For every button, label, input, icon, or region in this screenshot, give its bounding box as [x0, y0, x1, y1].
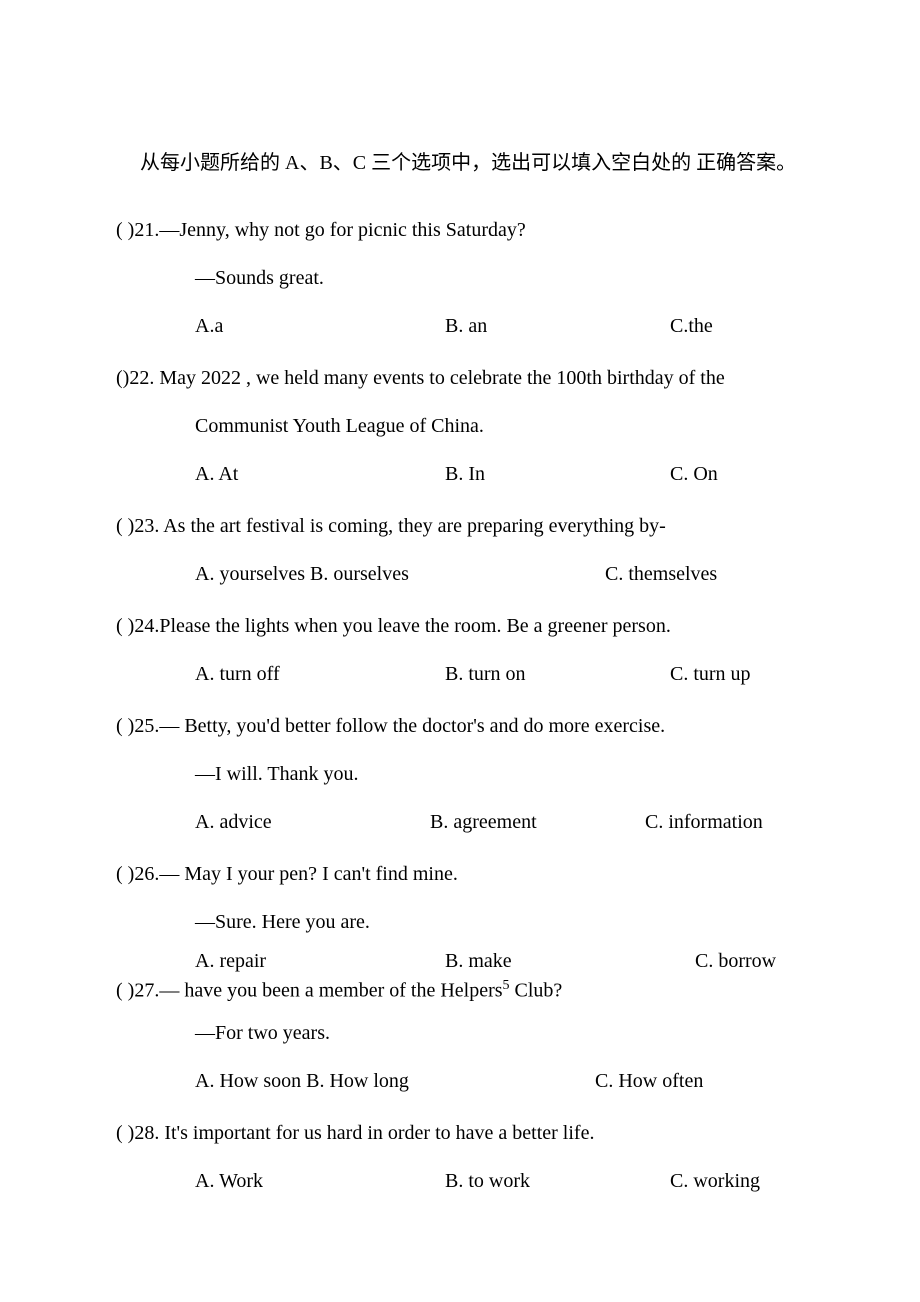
- question-prompt: ( )24.Please the lights when you leave t…: [100, 602, 820, 650]
- question-prompt: ( )25.— Betty, you'd better follow the d…: [100, 702, 820, 750]
- question-text: — May I your pen? I can't find mine.: [159, 863, 458, 885]
- question-number: ( )28.: [116, 1122, 159, 1144]
- option-b: B. an: [445, 302, 670, 350]
- question-options: A. Work B. to work C. working: [100, 1157, 820, 1205]
- question-text: — Betty, you'd better follow the doctor'…: [159, 715, 665, 737]
- option-a: A. Work: [195, 1157, 445, 1205]
- question-text: Please the lights when you leave the roo…: [159, 615, 671, 637]
- question-text: — have you been a member of the Helpers: [159, 980, 502, 1002]
- question-24: ( )24.Please the lights when you leave t…: [100, 602, 820, 698]
- option-ab: A. yourselves B. ourselves: [195, 550, 605, 598]
- question-27-prompt: ( )27.— have you been a member of the He…: [100, 976, 820, 1005]
- question-number: ( )23.: [116, 515, 159, 537]
- question-prompt: ()22. May 2022 , we held many events to …: [100, 354, 820, 402]
- option-c: C. information: [645, 798, 763, 846]
- question-text: It's important for us hard in order to h…: [159, 1122, 594, 1144]
- question-25: ( )25.— Betty, you'd better follow the d…: [100, 702, 820, 846]
- option-b: B. agreement: [430, 798, 645, 846]
- option-a: A. repair: [195, 946, 445, 976]
- question-21: ( )21.—Jenny, why not go for picnic this…: [100, 206, 820, 350]
- question-prompt: ( )26.— May I your pen? I can't find min…: [100, 850, 820, 898]
- question-reply: —Sure. Here you are.: [100, 898, 820, 946]
- question-number: ()22.: [116, 367, 154, 389]
- question-text-after: Club?: [510, 980, 563, 1002]
- option-a: A. advice: [195, 798, 430, 846]
- option-c: C. themselves: [605, 550, 717, 598]
- question-number: ( )26.: [116, 863, 159, 885]
- question-text: May 2022 , we held many events to celebr…: [154, 367, 724, 389]
- question-options: A. yourselves B. ourselves C. themselves: [100, 550, 820, 598]
- question-reply: —I will. Thank you.: [100, 750, 820, 798]
- question-prompt: ( )28. It's important for us hard in ord…: [100, 1109, 820, 1157]
- question-options: A.a B. an C.the: [100, 302, 820, 350]
- question-text: As the art festival is coming, they are …: [159, 515, 666, 537]
- merged-block: A. repair B. make C. borrow ( )27.— have…: [100, 946, 820, 1005]
- question-options: A. At B. In C. On: [100, 450, 820, 498]
- question-options: A. turn off B. turn on C. turn up: [100, 650, 820, 698]
- question-text: —Jenny, why not go for picnic this Satur…: [159, 219, 525, 241]
- question-number: ( )24.: [116, 615, 159, 637]
- option-a: A. At: [195, 450, 445, 498]
- question-options: A. repair B. make C. borrow: [100, 946, 820, 976]
- option-b: B. In: [445, 450, 670, 498]
- option-c: C. turn up: [670, 650, 751, 698]
- question-reply: —For two years.: [100, 1009, 820, 1057]
- exam-page: 从每小题所给的 A、B、C 三个选项中，选出可以填入空白处的 正确答案。 ( )…: [0, 0, 920, 1269]
- question-reply: —Sounds great.: [100, 254, 820, 302]
- question-options: A. How soon B. How long C. How often: [100, 1057, 820, 1105]
- question-28: ( )28. It's important for us hard in ord…: [100, 1109, 820, 1205]
- question-options: A. advice B. agreement C. information: [100, 798, 820, 846]
- question-number: ( )27.: [116, 980, 159, 1002]
- option-b: B. make: [445, 946, 695, 976]
- option-ab: A. How soon B. How long: [195, 1057, 595, 1105]
- question-number: ( )25.: [116, 715, 159, 737]
- question-continuation: Communist Youth League of China.: [100, 402, 820, 450]
- question-superscript: 5: [503, 978, 510, 993]
- question-22: ()22. May 2022 , we held many events to …: [100, 354, 820, 498]
- question-number: ( )21.: [116, 219, 159, 241]
- option-b: B. to work: [445, 1157, 670, 1205]
- option-c: C. working: [670, 1157, 760, 1205]
- option-a: A. turn off: [195, 650, 445, 698]
- option-c: C.the: [670, 302, 713, 350]
- question-prompt: ( )23. As the art festival is coming, th…: [100, 502, 820, 550]
- instructions-text: 从每小题所给的 A、B、C 三个选项中，选出可以填入空白处的 正确答案。: [100, 140, 820, 186]
- option-b: B. turn on: [445, 650, 670, 698]
- question-27: —For two years. A. How soon B. How long …: [100, 1009, 820, 1105]
- option-c: C. How often: [595, 1057, 703, 1105]
- question-23: ( )23. As the art festival is coming, th…: [100, 502, 820, 598]
- option-a: A.a: [195, 302, 445, 350]
- option-c: C. On: [670, 450, 718, 498]
- question-26: ( )26.— May I your pen? I can't find min…: [100, 850, 820, 1005]
- question-prompt: ( )21.—Jenny, why not go for picnic this…: [100, 206, 820, 254]
- option-c: C. borrow: [695, 946, 776, 976]
